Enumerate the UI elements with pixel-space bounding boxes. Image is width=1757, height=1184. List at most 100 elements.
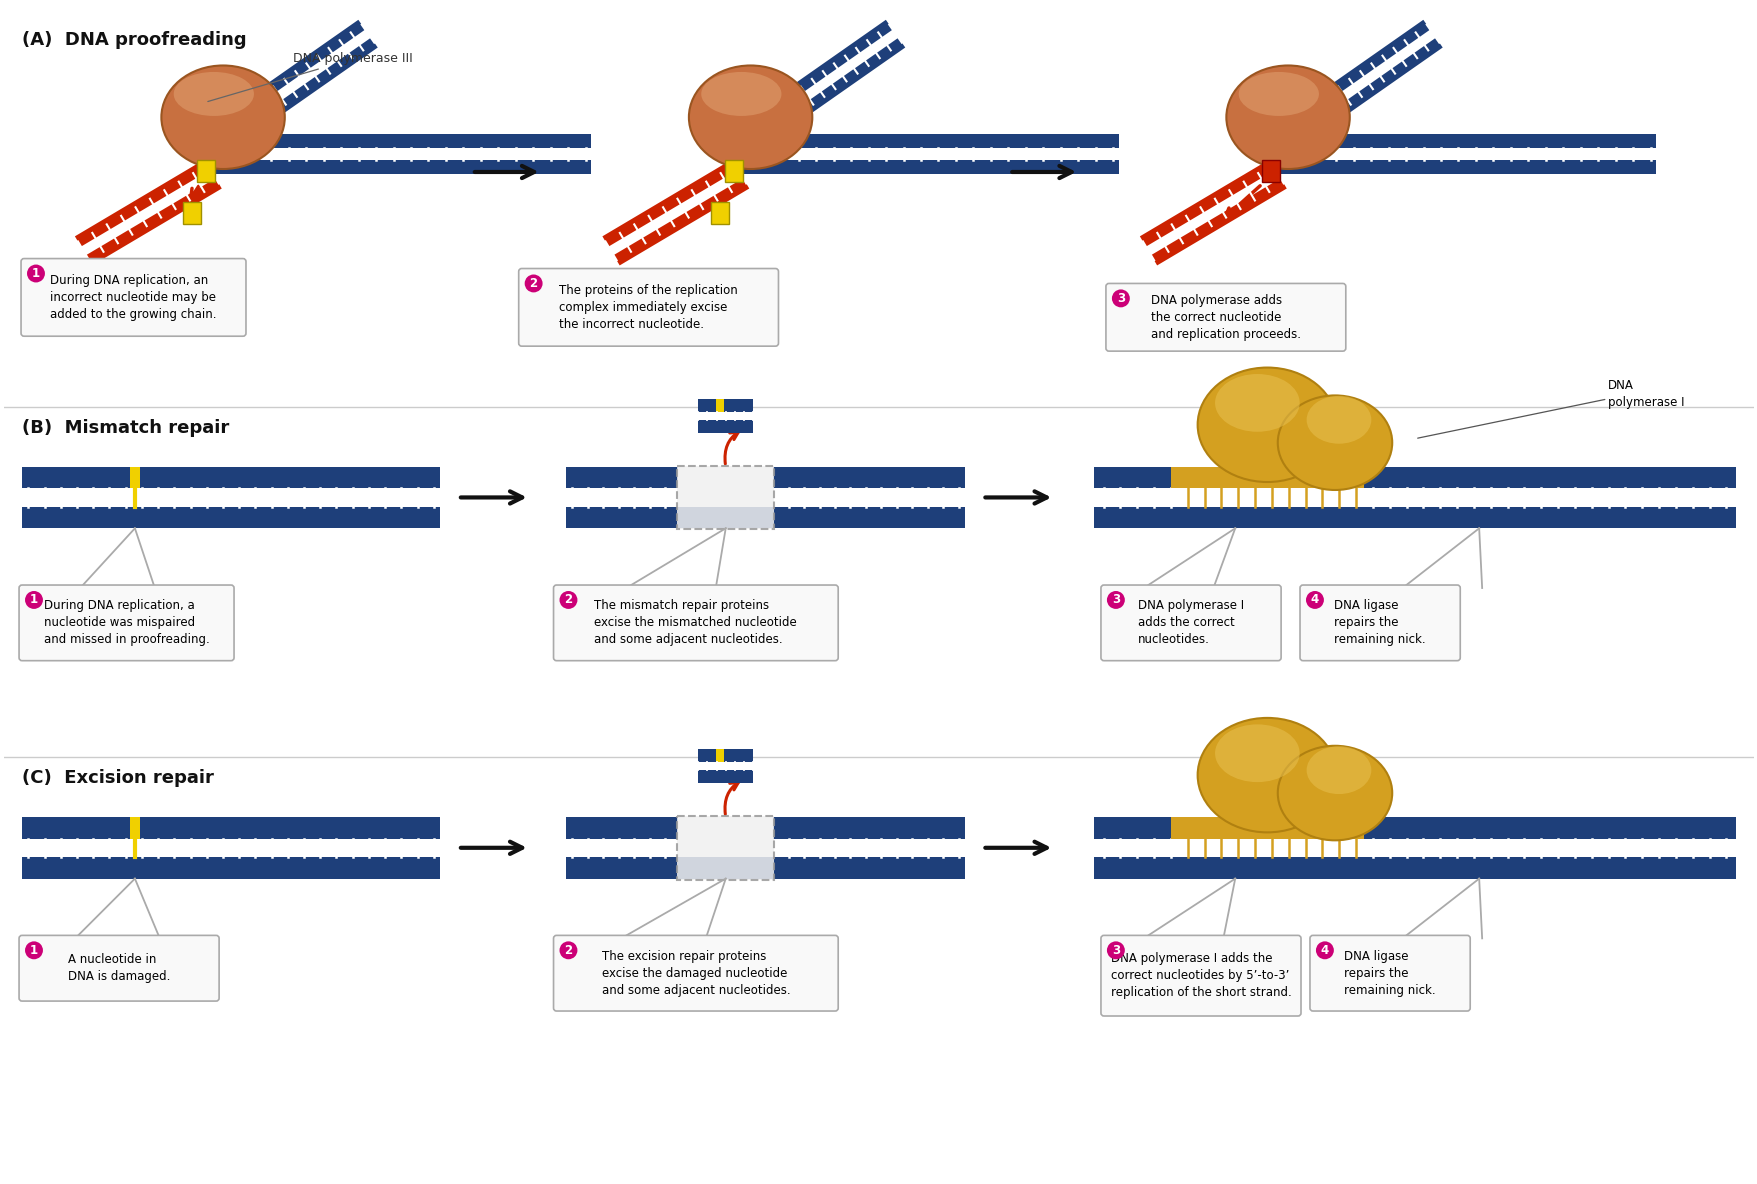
- Bar: [23, 817, 439, 838]
- Text: DNA polymerase I adds the
correct nucleotides by 5’-to-3’
replication of the sho: DNA polymerase I adds the correct nucleo…: [1110, 952, 1291, 999]
- Ellipse shape: [1214, 374, 1298, 432]
- Bar: [566, 466, 678, 488]
- Bar: [740, 160, 1117, 174]
- Text: 3: 3: [1110, 944, 1119, 957]
- Ellipse shape: [1226, 65, 1349, 169]
- Bar: [1170, 466, 1363, 488]
- Bar: [773, 466, 965, 488]
- Text: 1: 1: [30, 593, 39, 606]
- Text: DNA polymerase III: DNA polymerase III: [207, 52, 413, 102]
- Text: 4: 4: [1320, 944, 1328, 957]
- Text: 2: 2: [529, 277, 538, 290]
- Bar: [197, 160, 214, 182]
- Bar: [698, 771, 752, 783]
- Bar: [698, 749, 752, 762]
- Ellipse shape: [1277, 395, 1392, 490]
- Bar: [1277, 134, 1655, 148]
- Circle shape: [559, 591, 576, 609]
- Text: DNA polymerase adds
the correct nucleotide
and replication proceeds.: DNA polymerase adds the correct nucleoti…: [1151, 294, 1300, 341]
- Ellipse shape: [174, 72, 253, 116]
- Text: The mismatch repair proteins
excise the mismatched nucleotide
and some adjacent : The mismatch repair proteins excise the …: [594, 599, 796, 646]
- Ellipse shape: [1305, 746, 1370, 794]
- Bar: [1262, 160, 1279, 182]
- Bar: [213, 160, 590, 174]
- Text: 1: 1: [30, 944, 39, 957]
- Text: 2: 2: [564, 593, 573, 606]
- Bar: [213, 134, 590, 148]
- FancyBboxPatch shape: [21, 258, 246, 336]
- Ellipse shape: [701, 72, 782, 116]
- Text: During DNA replication, an
incorrect nucleotide may be
added to the growing chai: During DNA replication, an incorrect nuc…: [51, 274, 216, 321]
- Bar: [183, 201, 200, 224]
- Bar: [1170, 817, 1363, 838]
- FancyBboxPatch shape: [676, 465, 775, 529]
- Ellipse shape: [1197, 367, 1337, 482]
- Text: The proteins of the replication
complex immediately excise
the incorrect nucleot: The proteins of the replication complex …: [559, 284, 738, 330]
- Polygon shape: [1151, 179, 1286, 265]
- Polygon shape: [1139, 160, 1276, 246]
- Bar: [710, 201, 729, 224]
- FancyBboxPatch shape: [553, 585, 838, 661]
- Circle shape: [1110, 289, 1130, 308]
- Polygon shape: [743, 38, 905, 156]
- FancyBboxPatch shape: [19, 585, 234, 661]
- Ellipse shape: [162, 65, 285, 169]
- Circle shape: [25, 941, 42, 959]
- Bar: [23, 466, 439, 488]
- Polygon shape: [76, 160, 211, 246]
- Bar: [717, 749, 724, 762]
- Text: (C)  Excision repair: (C) Excision repair: [23, 770, 214, 787]
- Bar: [23, 857, 439, 879]
- FancyBboxPatch shape: [19, 935, 220, 1000]
- Bar: [773, 817, 965, 838]
- FancyBboxPatch shape: [518, 269, 778, 346]
- Bar: [566, 507, 965, 528]
- FancyBboxPatch shape: [676, 816, 775, 880]
- Polygon shape: [1281, 38, 1442, 156]
- Text: 3: 3: [1116, 292, 1124, 305]
- Circle shape: [1107, 591, 1124, 609]
- Text: 4: 4: [1311, 593, 1318, 606]
- Ellipse shape: [1305, 395, 1370, 444]
- Polygon shape: [603, 160, 738, 246]
- Bar: [130, 817, 139, 838]
- Text: 3: 3: [1110, 593, 1119, 606]
- FancyBboxPatch shape: [1309, 935, 1469, 1011]
- Polygon shape: [731, 20, 893, 139]
- Polygon shape: [204, 20, 365, 139]
- Text: DNA
polymerase I: DNA polymerase I: [1606, 379, 1683, 408]
- Circle shape: [25, 591, 42, 609]
- FancyBboxPatch shape: [1298, 585, 1460, 661]
- Circle shape: [1107, 941, 1124, 959]
- Bar: [566, 857, 965, 879]
- Bar: [1093, 507, 1734, 528]
- Circle shape: [26, 264, 46, 283]
- Ellipse shape: [1277, 746, 1392, 841]
- Circle shape: [1316, 941, 1334, 959]
- Polygon shape: [1269, 20, 1430, 139]
- Text: DNA ligase
repairs the
remaining nick.: DNA ligase repairs the remaining nick.: [1334, 599, 1425, 646]
- Text: DNA ligase
repairs the
remaining nick.: DNA ligase repairs the remaining nick.: [1344, 950, 1435, 997]
- FancyBboxPatch shape: [553, 935, 838, 1011]
- Ellipse shape: [1197, 718, 1337, 832]
- Circle shape: [559, 941, 576, 959]
- Ellipse shape: [1239, 72, 1318, 116]
- Bar: [130, 466, 139, 488]
- Bar: [1093, 817, 1734, 838]
- FancyBboxPatch shape: [1105, 283, 1346, 352]
- Text: (B)  Mismatch repair: (B) Mismatch repair: [23, 419, 228, 437]
- Bar: [724, 160, 741, 182]
- Ellipse shape: [689, 65, 812, 169]
- FancyBboxPatch shape: [1100, 585, 1281, 661]
- Bar: [1277, 160, 1655, 174]
- Polygon shape: [613, 179, 748, 265]
- Ellipse shape: [1214, 725, 1298, 783]
- Circle shape: [524, 275, 543, 292]
- Bar: [23, 507, 439, 528]
- Bar: [698, 399, 752, 412]
- FancyBboxPatch shape: [1100, 935, 1300, 1016]
- Text: A nucleotide in
DNA is damaged.: A nucleotide in DNA is damaged.: [69, 953, 170, 983]
- Text: During DNA replication, a
nucleotide was mispaired
and missed in proofreading.: During DNA replication, a nucleotide was…: [44, 599, 209, 646]
- Text: DNA polymerase I
adds the correct
nucleotides.: DNA polymerase I adds the correct nucleo…: [1137, 599, 1244, 646]
- Text: 1: 1: [32, 268, 40, 279]
